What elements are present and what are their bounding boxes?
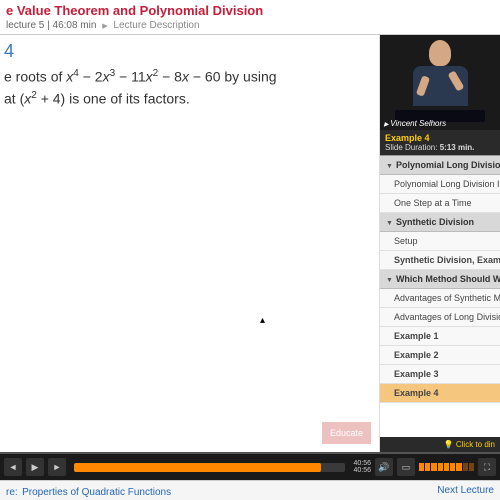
sidebar: Vincent Selhors Example 4 Slide Duration… — [380, 35, 500, 452]
header: e Value Theorem and Polynomial Division … — [0, 0, 500, 34]
player-controls: ◄ ▶ ► 40:56 40:56 🔊 ▭ ⛶ — [0, 452, 500, 480]
outline-section-header[interactable]: Synthetic Division — [380, 213, 500, 232]
slide-info-panel: Example 4 Slide Duration: 5:13 min. — [380, 130, 500, 155]
outline-item[interactable]: Example 3 — [380, 365, 500, 384]
outline-item[interactable]: Polynomial Long Division In Acti — [380, 175, 500, 194]
outline-item[interactable]: Synthetic Division, Example — [380, 251, 500, 270]
next-lecture-link[interactable]: Next Lecture — [437, 485, 494, 496]
presenter-figure — [400, 40, 480, 110]
play-button[interactable]: ▶ — [26, 458, 44, 476]
outline-section-header[interactable]: Polynomial Long Division — [380, 156, 500, 175]
breadcrumb-separator-icon — [99, 20, 110, 31]
time-display: 40:56 40:56 — [353, 460, 371, 474]
prev-button[interactable]: ◄ — [4, 458, 22, 476]
outline-item[interactable]: Advantages of Synthetic Metho — [380, 289, 500, 308]
lecture-outline[interactable]: Polynomial Long DivisionPolynomial Long … — [380, 155, 500, 437]
outline-item[interactable]: Setup — [380, 232, 500, 251]
outline-item[interactable]: Example 2 — [380, 346, 500, 365]
settings-button[interactable]: ▭ — [397, 458, 415, 476]
outline-item[interactable]: Advantages of Long Division — [380, 308, 500, 327]
progress-bar[interactable] — [74, 463, 345, 472]
outline-item[interactable]: Example 4 — [380, 384, 500, 403]
video-thumbnail[interactable]: Vincent Selhors — [380, 35, 500, 130]
fullscreen-button[interactable]: ⛶ — [478, 458, 496, 476]
watermark-logo: Educate — [322, 422, 371, 444]
next-button[interactable]: ► — [48, 458, 66, 476]
click-hint[interactable]: Click to din — [380, 437, 500, 452]
lecture-subtitle: lecture 5 | 46:08 min Lecture Descriptio… — [6, 20, 494, 31]
main-content: 4 e roots of x4 − 2x3 − 11x2 − 8x − 60 b… — [0, 34, 500, 452]
slide-problem-text: e roots of x4 − 2x3 − 11x2 − 8x − 60 by … — [4, 66, 375, 109]
current-slide-title: Example 4 — [385, 133, 495, 143]
slide-viewer: 4 e roots of x4 − 2x3 − 11x2 − 8x − 60 b… — [0, 35, 380, 452]
lecture-info: lecture 5 | 46:08 min — [6, 20, 96, 31]
mouse-cursor-icon: ▴ — [260, 315, 265, 326]
footer-nav: re: Properties of Quadratic Functions Ne… — [0, 480, 500, 500]
page-title: e Value Theorem and Polynomial Division — [6, 3, 494, 18]
outline-item[interactable]: Example 1 — [380, 327, 500, 346]
prev-lecture-link[interactable]: re: Properties of Quadratic Functions — [6, 482, 171, 500]
progress-fill — [74, 463, 321, 472]
presenter-name: Vincent Selhors — [384, 119, 446, 128]
slide-duration: Slide Duration: 5:13 min. — [385, 143, 495, 152]
outline-section-header[interactable]: Which Method Should We Us — [380, 270, 500, 289]
example-number: 4 — [4, 41, 375, 62]
outline-item[interactable]: One Step at a Time — [380, 194, 500, 213]
lecture-description-link[interactable]: Lecture Description — [113, 20, 199, 31]
segment-indicator[interactable] — [419, 463, 474, 471]
volume-button[interactable]: 🔊 — [375, 458, 393, 476]
